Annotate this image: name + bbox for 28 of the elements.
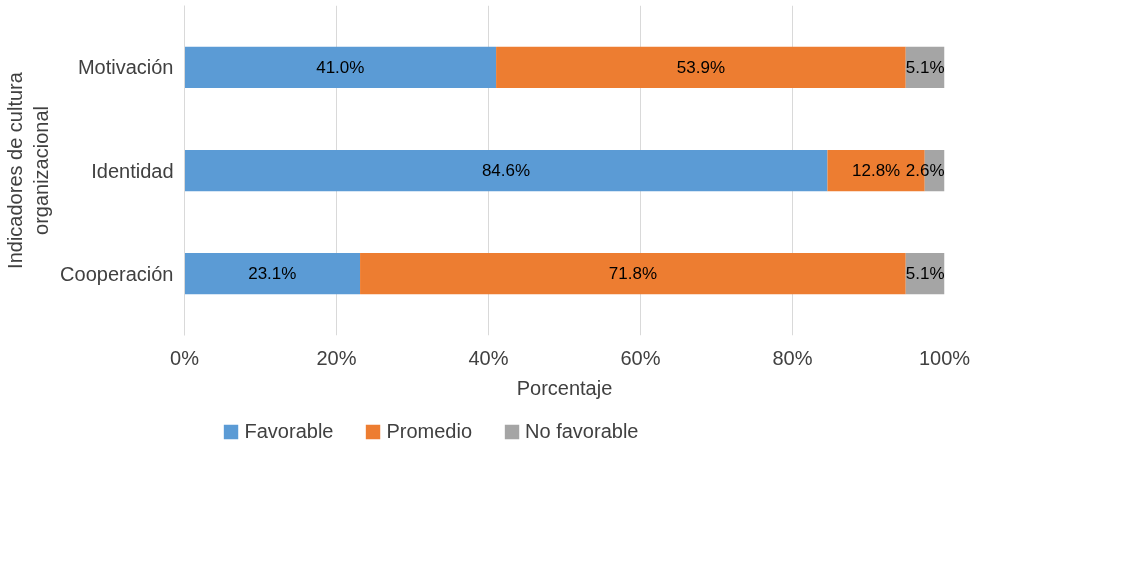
data-label: 23.1% [248, 264, 297, 284]
data-label: 53.9% [676, 57, 726, 77]
y-axis-title: Indicadores de cultura organizacional [3, 71, 53, 269]
data-label: 71.8% [608, 264, 657, 284]
data-label: 41.0% [316, 57, 365, 77]
bar [184, 46, 497, 88]
data-label: 2.6% [905, 161, 945, 180]
data-label: 5.1% [905, 264, 945, 284]
legend-label: No favorable [525, 419, 639, 443]
y-tick-label: Identidad [91, 159, 174, 182]
x-tick-label: 60% [620, 346, 661, 369]
y-tick-label: Motivación [77, 56, 174, 79]
x-tick-label: 20% [316, 346, 357, 369]
x-tick-label: 80% [772, 346, 813, 369]
legend-label: Favorable [244, 419, 334, 443]
bar [496, 46, 906, 88]
y-tick-label: Cooperación [60, 262, 174, 285]
bar [360, 253, 906, 295]
bar [184, 253, 361, 295]
data-label: 5.1% [905, 57, 945, 77]
x-tick-label: 100% [918, 346, 971, 369]
x-axis-title: Porcentaje [516, 376, 613, 399]
x-tick-label: 40% [468, 346, 509, 369]
legend-label: Promedio [386, 419, 473, 443]
data-label: 12.8% [852, 161, 901, 180]
bar [184, 149, 828, 192]
x-tick-label: 0% [170, 346, 200, 369]
data-label: 84.6% [481, 161, 531, 180]
